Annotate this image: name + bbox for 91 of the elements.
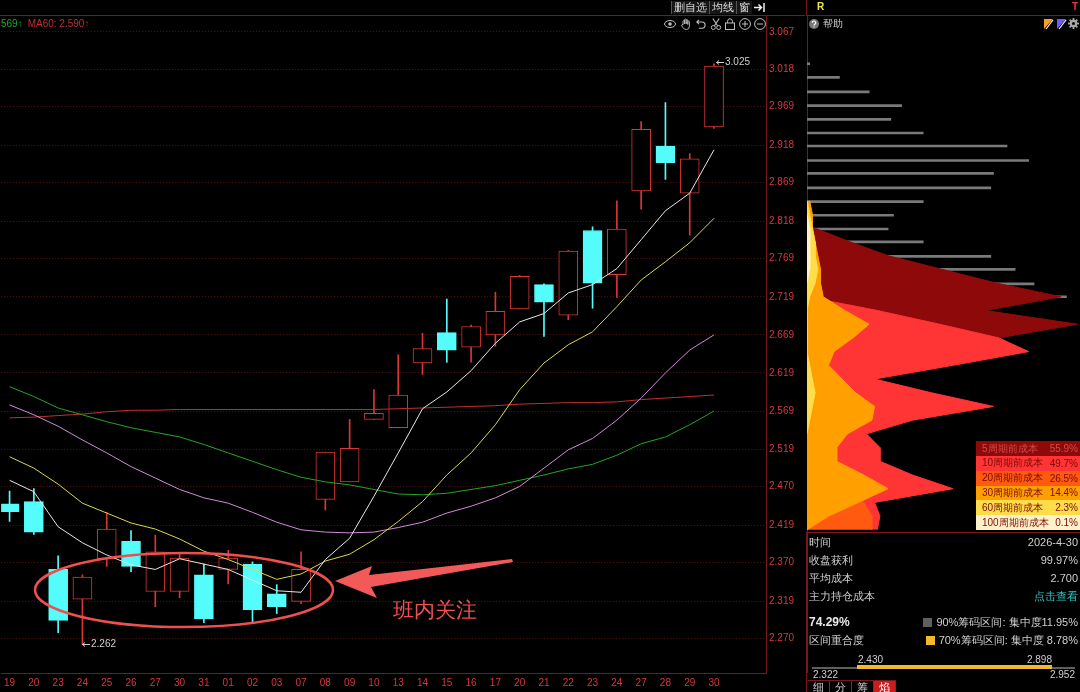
candlestick <box>364 389 384 420</box>
annotation: 帮助 <box>823 17 843 31</box>
annotation: 2.700 <box>1050 572 1078 584</box>
y-tick-label: 3.018 <box>769 62 795 74</box>
y-tick-label: 2.319 <box>769 595 795 607</box>
x-tick-label: 22 <box>562 676 575 688</box>
y-tick-label: 2.619 <box>769 366 795 378</box>
annotation: 3.025 <box>725 56 751 68</box>
x-tick-label: 24 <box>76 676 89 688</box>
y-tick-label: 2.569 <box>769 404 795 416</box>
annotation: 平均成本 <box>809 570 853 586</box>
bar <box>807 104 902 107</box>
bar <box>807 200 924 203</box>
annotation: 74.29% <box>809 615 850 629</box>
y-tick-label: 2.419 <box>769 519 795 530</box>
annotation: 70%筹码区间: 集中度 8.78% <box>938 632 1078 648</box>
x-tick-label: 28 <box>659 676 672 688</box>
annotation: 2.952 <box>1049 669 1075 680</box>
text: 60周期前成本 2.3% <box>982 501 1078 514</box>
x-tick-label: 24 <box>611 676 623 688</box>
x-tick-label: 26 <box>125 676 138 688</box>
x-tick-label: 02 <box>246 676 259 688</box>
legend-label: 20周期前成本 26.5% <box>982 471 1078 486</box>
annotation: 2026-4-30 <box>1027 536 1078 548</box>
x-tick-label: 19 <box>4 676 16 688</box>
y-tick-label: 2.719 <box>769 290 795 302</box>
y-tick-label: 2.669 <box>769 328 795 340</box>
text: 窗 <box>736 1 752 14</box>
text: 均线 <box>709 1 736 14</box>
bar <box>807 172 994 175</box>
x-tick-label: 03 <box>271 676 283 688</box>
x-tick-label: 31 <box>198 676 210 688</box>
x-tick-label: 30 <box>708 676 721 688</box>
annotation: 班内关注 <box>393 597 477 623</box>
annotation: 收盘获利 <box>809 552 853 568</box>
y-tick-label: 2.470 <box>769 480 795 492</box>
x-tick-label: 27 <box>149 676 162 688</box>
legend-label: 100周期前成本 0.1% <box>982 515 1078 530</box>
annotation: 2.262 <box>91 638 117 650</box>
y-tick-label: 2.818 <box>769 215 795 227</box>
x-tick-label: 23 <box>587 676 599 688</box>
x-tick-label: 20 <box>514 676 526 688</box>
text: MA60: 2.590↑ <box>27 18 90 30</box>
text: R <box>817 1 825 12</box>
annotation: 99.97% <box>1040 554 1078 566</box>
x-tick-label: 10 <box>368 676 380 688</box>
legend-label: 10周期前成本 49.7% <box>982 456 1078 471</box>
annotation: 区间重合度 <box>809 633 864 648</box>
y-tick-label: 2.969 <box>769 100 795 112</box>
x-tick-label: 13 <box>392 676 405 688</box>
x-tick-label: 29 <box>684 676 696 688</box>
y-tick-label: 2.270 <box>769 632 795 644</box>
x-tick-label: 23 <box>52 676 65 688</box>
y-tick-label: 2.769 <box>769 252 795 264</box>
x-tick-label: 16 <box>465 676 478 688</box>
x-tick-label: 30 <box>174 676 186 688</box>
x-tick-label: 14 <box>416 676 429 688</box>
y-tick-label: 3.067 <box>769 25 795 37</box>
x-tick-label: 21 <box>538 676 550 688</box>
text: 筹 <box>852 681 874 692</box>
x-tick-label: 20 <box>28 676 40 688</box>
x-tick-label: 15 <box>441 676 453 688</box>
x-tick-label: 01 <box>222 676 235 688</box>
y-tick-label: 2.519 <box>769 442 795 454</box>
x-tick-label: 08 <box>319 676 332 688</box>
annotation: 2.898 <box>1026 654 1052 665</box>
annotation: 2.322 <box>813 669 839 680</box>
bar <box>807 62 811 66</box>
y-tick-label: 2.370 <box>769 556 795 568</box>
text: 分 <box>830 681 852 692</box>
annotation: 90%筹码区间: 集中度11.95% <box>936 614 1078 630</box>
text: T <box>1071 1 1078 12</box>
annotation: 主力持仓成本 <box>809 588 875 604</box>
legend-label: 30周期前成本 14.4% <box>982 485 1078 500</box>
x-tick-label: 27 <box>635 676 648 688</box>
y-tick-label: 2.869 <box>769 176 795 188</box>
text: 细 <box>808 681 830 692</box>
bar <box>807 118 892 121</box>
bar <box>807 159 1029 162</box>
y-tick-label: 2.918 <box>769 138 795 150</box>
text: 删自选 <box>671 1 709 14</box>
annotation: 点击查看 <box>1034 588 1078 604</box>
text: 焰 <box>874 681 896 692</box>
annotation: 时间 <box>809 534 831 550</box>
text: 569↑ <box>1 18 23 30</box>
x-tick-label: 07 <box>295 676 308 688</box>
annotation: 2.430 <box>858 654 884 665</box>
x-tick-label: 17 <box>489 676 502 688</box>
bar <box>807 76 840 79</box>
x-tick-label: 25 <box>101 676 113 688</box>
x-tick-label: 09 <box>344 676 356 688</box>
